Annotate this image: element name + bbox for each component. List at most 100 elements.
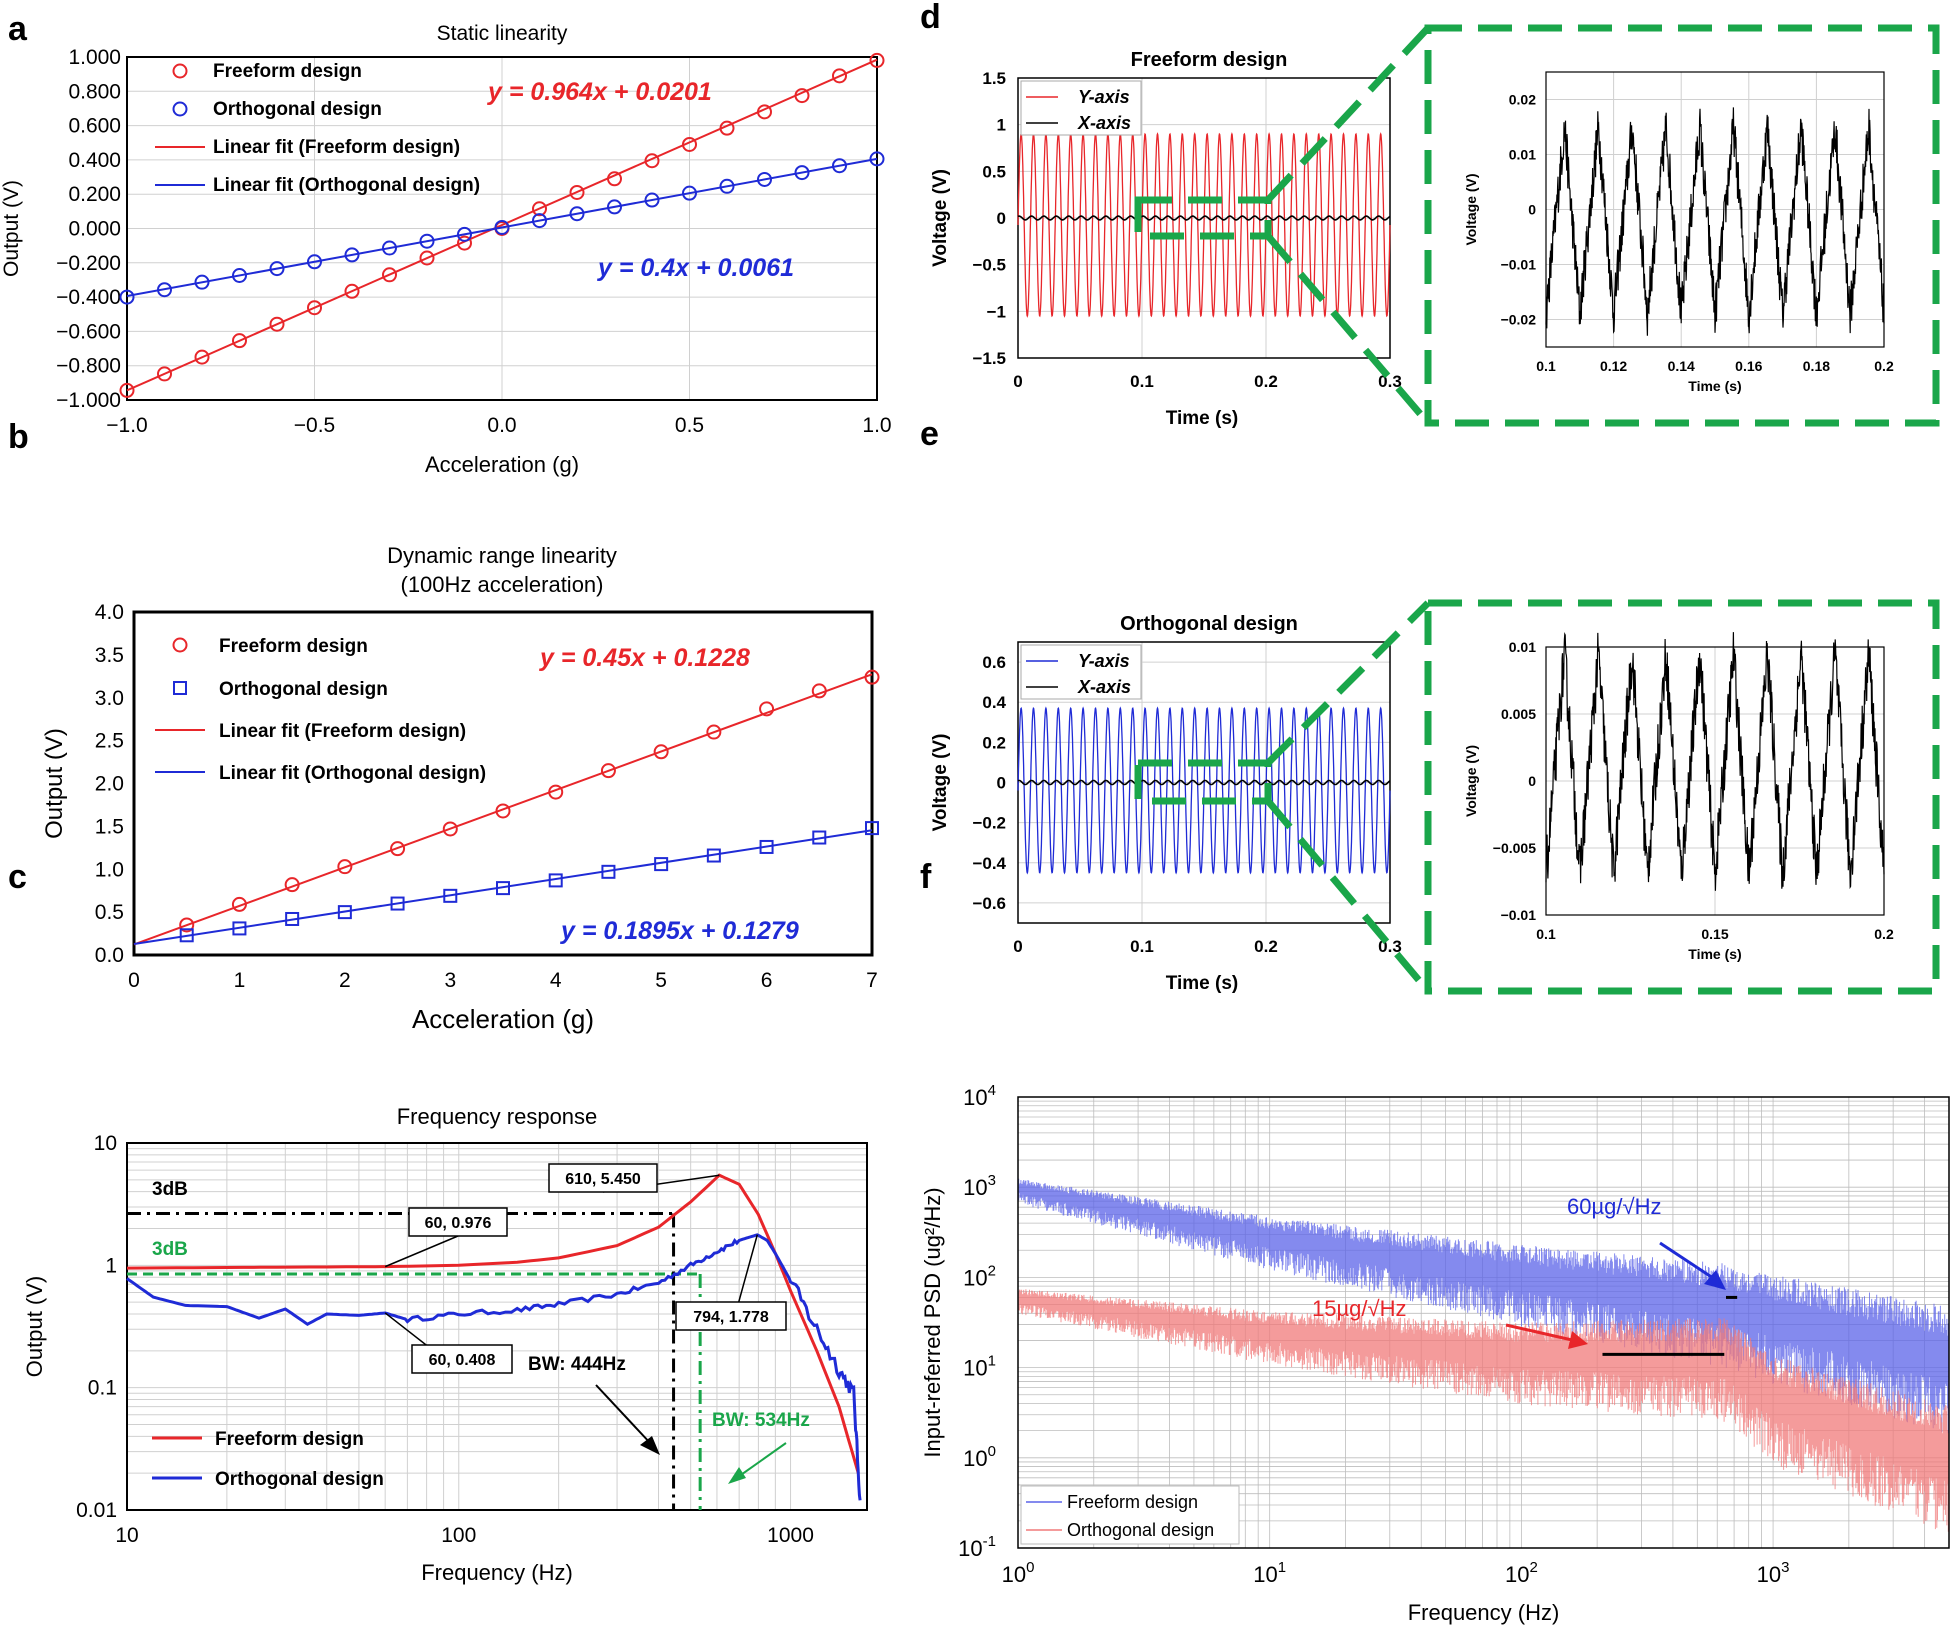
data-point	[194, 274, 210, 290]
legend-entry: Linear fit (Freeform design)	[213, 137, 460, 158]
data-point	[812, 830, 827, 845]
legend-entry: Y-axis	[1078, 87, 1130, 107]
y-tick-label: −0.5	[972, 256, 1006, 275]
x-tick-exponent: 3	[1781, 1559, 1789, 1576]
series-line	[1017, 132, 1391, 318]
data-point	[344, 283, 360, 299]
x-tick-label: 0.12	[1600, 358, 1627, 374]
bandwidth-label: BW: 534Hz	[712, 1410, 810, 1431]
y-tick-label: 0.0	[95, 944, 124, 967]
legend-marker	[172, 63, 188, 79]
y-tick-label: 1.000	[68, 46, 121, 69]
y-tick-label: −0.02	[1501, 312, 1537, 328]
x-tick-label: 0.1	[1130, 937, 1154, 956]
x-tick-exponent: 0	[1026, 1559, 1034, 1576]
legend-entry: Freeform design	[219, 636, 368, 657]
y-axis-label: Input-referred PSD (ug²/Hz)	[920, 1187, 945, 1457]
arrow-line	[737, 1442, 787, 1478]
legend-entry: X-axis	[1077, 677, 1131, 697]
chart-title: Freeform design	[1131, 49, 1288, 71]
data-point	[390, 841, 406, 857]
data-point	[757, 171, 772, 187]
data-point	[607, 199, 622, 215]
legend-entry: Linear fit (Orthogonal design)	[219, 763, 486, 784]
annotation-label: 60µg/√Hz	[1567, 1194, 1661, 1219]
y-tick-label: 0.4	[982, 693, 1006, 712]
x-tick-label: 0.2	[1254, 372, 1278, 391]
legend-entry: Orthogonal design	[1067, 1520, 1214, 1540]
callout-box	[675, 1301, 787, 1331]
y-tick-label: 2.0	[95, 773, 124, 796]
data-point	[569, 184, 585, 200]
y-tick-label: 0.800	[68, 80, 121, 103]
x-tick-label: 0.2	[1874, 358, 1894, 374]
data-point	[457, 235, 472, 251]
series-line	[126, 1233, 862, 1501]
x-tick-label: 0.2	[1254, 937, 1278, 956]
fit-line	[133, 829, 873, 946]
plot-frame	[132, 610, 874, 957]
y-axis-label: Output (V)	[0, 180, 23, 277]
data-point	[532, 201, 547, 217]
x-axis-label: Time (s)	[1166, 408, 1239, 429]
zoom-connector	[1265, 798, 1431, 994]
y-tick-label: −1.000	[56, 389, 121, 412]
y-tick-label: 3.5	[95, 644, 124, 667]
x-tick-label: 6	[761, 969, 773, 992]
plot-frame	[1545, 71, 1885, 348]
data-point	[832, 158, 847, 174]
legend-entry: Orthogonal design	[215, 1469, 384, 1490]
series-line	[1545, 631, 1885, 891]
y-tick-label: 0	[997, 209, 1006, 228]
x-tick-label: −0.5	[294, 414, 335, 437]
zoom-frame	[1424, 24, 1940, 427]
y-tick-label: 0.01	[1509, 147, 1536, 163]
data-point	[119, 289, 135, 305]
data-point	[442, 821, 458, 837]
y-tick-exponent: 0	[988, 1443, 996, 1460]
data-point	[337, 859, 353, 875]
data-point	[548, 784, 564, 800]
x-tick-label: 103	[1757, 1559, 1790, 1587]
x-tick-label: 0.14	[1668, 358, 1695, 374]
data-point	[232, 333, 247, 349]
x-tick-label: 0.15	[1701, 926, 1728, 942]
time-panel: 0 0.1 0.2 0.3−0.6−0.4−0.200.20.40.6Orthogon…	[930, 599, 1940, 995]
panel-label-c: c	[8, 858, 27, 896]
y-tick-label: −0.01	[1501, 907, 1537, 923]
arrow-line	[1659, 1241, 1717, 1282]
data-point	[682, 136, 697, 152]
x-tick-label: 0.2	[1874, 926, 1894, 942]
threshold-label: 3dB	[152, 1179, 188, 1200]
data-point	[157, 366, 172, 382]
panel-a: −1.0 −0.5 0.0 0.5 1.0 −1.000 −0.800 −0.600 −0.40…	[0, 22, 892, 477]
panel-label-e: e	[920, 415, 939, 453]
x-tick-label: 0.1	[1130, 372, 1154, 391]
x-tick-exponent: 2	[1529, 1559, 1537, 1576]
data-point	[307, 300, 322, 316]
y-tick-label: 0.1	[88, 1377, 117, 1400]
y-axis-label: Voltage (V)	[930, 734, 951, 832]
x-axis-label: Acceleration (g)	[425, 452, 579, 477]
panel-c: 10 100 1000 0.01 0.1 1 10 Frequency response Fre…	[22, 1104, 868, 1585]
y-tick-label: −0.200	[56, 252, 121, 275]
data-point	[179, 917, 195, 933]
y-tick-label: 10	[94, 1132, 117, 1155]
data-point	[344, 247, 360, 263]
chart-title: Dynamic range linearity	[387, 543, 617, 568]
arrow-line	[1505, 1323, 1573, 1342]
data-point	[706, 724, 722, 740]
panel-label-f: f	[920, 858, 932, 896]
x-axis-label: Frequency (Hz)	[1408, 1600, 1560, 1625]
y-tick-label: 0.400	[68, 149, 121, 172]
zoom-connector	[1265, 600, 1431, 766]
data-point	[601, 864, 616, 879]
data-point	[390, 896, 405, 911]
zoom-source	[1134, 759, 1272, 805]
x-tick-label: 0.18	[1803, 358, 1830, 374]
zoom-connector	[1265, 25, 1431, 203]
legend-entry: Linear fit (Orthogonal design)	[213, 175, 480, 196]
data-point	[337, 905, 352, 920]
data-point	[269, 316, 285, 332]
y-tick-label: −0.600	[56, 320, 121, 343]
